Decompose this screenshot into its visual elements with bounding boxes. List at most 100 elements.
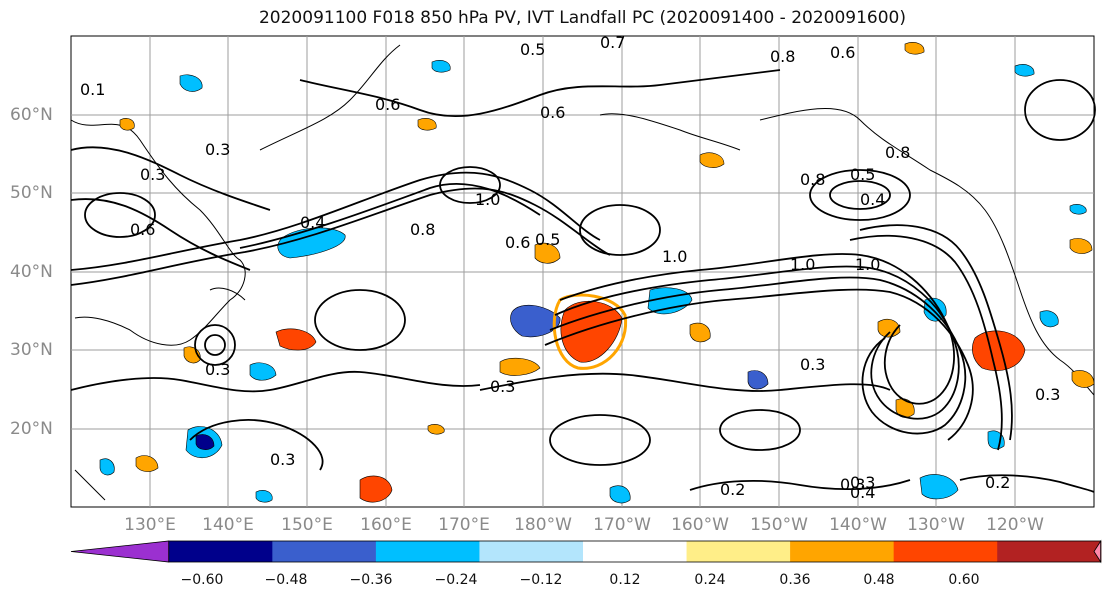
colorbar-segment xyxy=(893,541,998,562)
colorbar-tick: 0.24 xyxy=(694,572,726,588)
contour-label: 0.3 xyxy=(840,475,865,494)
lon-label: 130°E xyxy=(124,515,176,535)
colorbar-tick: 0.36 xyxy=(779,572,811,588)
contour-loop xyxy=(549,414,651,466)
asia-coast xyxy=(70,119,246,346)
contour-label: 0.8 xyxy=(770,47,795,66)
contour-line xyxy=(479,372,891,392)
pv-shading xyxy=(99,42,1095,504)
contour-label: 0.4 xyxy=(850,483,875,502)
colorbar-extend-min xyxy=(70,540,170,563)
contour-line xyxy=(189,419,324,471)
contour-line xyxy=(849,234,1003,451)
colorbar-tick: 0.48 xyxy=(863,572,895,588)
kamchatka-coast xyxy=(259,44,401,151)
coastlines xyxy=(70,44,1095,501)
contour-label: 0.3 xyxy=(205,360,230,379)
colorbar-tick: −0.24 xyxy=(434,572,478,588)
contour-label: 0.3 xyxy=(140,165,165,184)
contour-line xyxy=(559,253,955,405)
contour-line xyxy=(70,187,611,286)
colorbar-segment xyxy=(583,541,688,562)
ivt-contours xyxy=(70,69,1096,493)
contour-line xyxy=(70,146,271,211)
contour-label: 0.8 xyxy=(410,220,435,239)
contour-label: 0.6 xyxy=(540,103,565,122)
contour-label: 0.8 xyxy=(885,143,910,162)
contour-line xyxy=(959,474,1095,493)
colorbar-segment xyxy=(479,541,584,562)
contour-label: 0.4 xyxy=(300,213,325,232)
neg-anomaly-strong xyxy=(510,304,561,338)
philippines-coast xyxy=(74,469,106,501)
contour-loop xyxy=(194,324,236,366)
contour-label: 0.3 xyxy=(800,355,825,374)
lon-label: 130°W xyxy=(907,515,965,535)
contour-line xyxy=(299,69,781,118)
contour-line xyxy=(549,276,967,435)
contour-label: 1.0 xyxy=(662,247,687,266)
lon-label: 120°W xyxy=(986,515,1044,535)
japan-coast xyxy=(209,287,246,301)
contour-loop xyxy=(829,180,891,210)
lon-label: 150°E xyxy=(281,515,333,535)
contour-label: 1.0 xyxy=(475,190,500,209)
colorbar-segment xyxy=(686,541,791,562)
contour-loop xyxy=(314,289,406,351)
contour-label: 0.5 xyxy=(850,165,875,184)
pos-anomaly-strong xyxy=(560,300,623,363)
map-title: 2020091100 F018 850 hPa PV, IVT Landfall… xyxy=(258,8,906,28)
contour-label: 0.5 xyxy=(535,230,560,249)
contour-line xyxy=(859,224,1013,441)
contour-label: 0.6 xyxy=(830,43,855,62)
lat-label: 40°N xyxy=(10,262,53,282)
contour-line xyxy=(239,183,541,249)
colorbar-segment xyxy=(375,541,480,562)
lat-label: 30°N xyxy=(10,340,53,360)
lat-label: 60°N xyxy=(10,105,53,125)
contour-loop xyxy=(1024,79,1096,141)
contour-line xyxy=(70,370,481,393)
contour-label: 0.3 xyxy=(850,473,875,492)
colorbar-tick: 0.12 xyxy=(609,572,641,588)
lon-label: 170°W xyxy=(593,515,651,535)
contour-label: 0.8 xyxy=(800,170,825,189)
contour-label: 0.3 xyxy=(270,450,295,469)
contour-label: 0.6 xyxy=(130,220,155,239)
contour-label: 1.0 xyxy=(855,255,880,274)
contour-label: 1.0 xyxy=(790,255,815,274)
colorbar-tick: −0.36 xyxy=(349,572,393,588)
contour-line xyxy=(689,479,911,491)
contour-label: 0.2 xyxy=(720,480,745,499)
pos-anomaly-strong xyxy=(275,328,317,351)
pos-anomaly-strong xyxy=(359,475,393,503)
colorbar-segment xyxy=(997,541,1102,562)
contour-label: 0.1 xyxy=(80,80,105,99)
colorbar-tick: −0.60 xyxy=(180,572,224,588)
contour-loop xyxy=(719,409,801,451)
lat-label: 20°N xyxy=(10,419,53,439)
contour-label: 0.5 xyxy=(520,40,545,59)
lon-label: 140°W xyxy=(829,515,887,535)
contour-loop xyxy=(439,166,501,204)
contour-labels: 0.10.5 0.70.80.6 0.60.60.30.30.4 0.81.00.50… xyxy=(80,33,1060,502)
colorbar-tick: −0.12 xyxy=(519,572,563,588)
lon-label: 160°W xyxy=(671,515,729,535)
contour-loop xyxy=(809,169,911,221)
lon-label: 150°W xyxy=(750,515,808,535)
colorbar-segment xyxy=(272,541,377,562)
lat-label: 50°N xyxy=(10,183,53,203)
colorbar-segment xyxy=(168,541,273,562)
contour-line xyxy=(70,171,601,271)
colorbar-segment xyxy=(790,541,895,562)
contour-line xyxy=(70,198,251,271)
colorbar-outline xyxy=(168,540,1102,563)
colorbar-tick: −0.48 xyxy=(264,572,308,588)
pos-anomaly-strong xyxy=(972,330,1026,371)
lon-label: 160°E xyxy=(360,515,412,535)
north-america-coast xyxy=(759,108,1095,396)
contour-label: 0.3 xyxy=(1035,385,1060,404)
contour-label: 0.7 xyxy=(600,33,625,52)
contour-loop xyxy=(84,192,156,238)
lon-label: 180°W xyxy=(514,515,572,535)
